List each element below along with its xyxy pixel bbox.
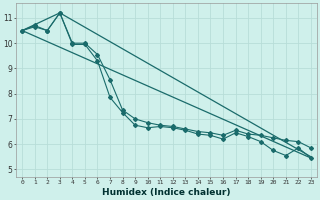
X-axis label: Humidex (Indice chaleur): Humidex (Indice chaleur) (102, 188, 231, 197)
